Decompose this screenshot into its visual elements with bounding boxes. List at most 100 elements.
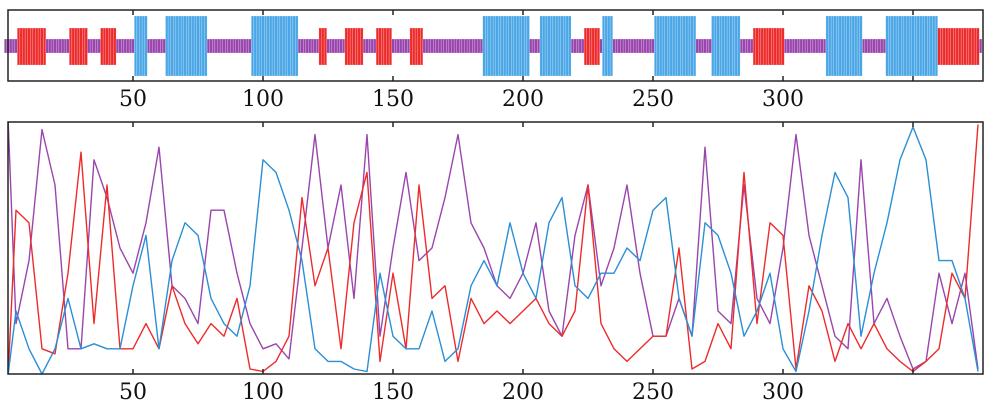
state-bar-red: [40, 27, 44, 66]
state-bar-red: [765, 27, 769, 66]
state-bar-purple: [440, 38, 444, 54]
state-bar-purple: [48, 38, 52, 54]
state-bar-purple: [633, 38, 637, 54]
state-bar-red: [323, 27, 327, 66]
state-bar-red: [357, 27, 361, 66]
state-bar-purple: [326, 38, 330, 54]
state-bar-purple: [58, 38, 62, 54]
state-bar-purple: [537, 38, 541, 54]
state-bar-red: [414, 27, 418, 66]
state-bar-purple: [622, 38, 626, 54]
state-bar-blue: [656, 15, 660, 77]
state-bar-blue: [724, 15, 728, 77]
state-panel-x-tick-label: 300: [762, 87, 804, 112]
state-bar-red: [942, 27, 946, 66]
state-bar-purple: [794, 38, 798, 54]
state-bar-blue: [888, 15, 892, 77]
state-bar-purple: [802, 38, 806, 54]
state-bar-blue: [253, 15, 257, 77]
state-bar-blue: [682, 15, 686, 77]
state-bar-purple: [149, 38, 153, 54]
state-bar-purple: [864, 38, 868, 54]
state-bar-blue: [690, 15, 694, 77]
state-bar-purple: [817, 38, 821, 54]
probability-panel-x-tick-label: 150: [372, 380, 414, 405]
state-bar-blue: [165, 15, 169, 77]
state-bar-blue: [919, 15, 923, 77]
state-bar-blue: [144, 15, 148, 77]
state-bar-purple: [362, 38, 366, 54]
state-bar-blue: [833, 15, 837, 77]
state-bar-purple: [570, 38, 574, 54]
state-bar-red: [973, 27, 977, 66]
state-bar-blue: [661, 15, 665, 77]
state-bar-purple: [232, 38, 236, 54]
state-bar-red: [76, 27, 80, 66]
state-bar-purple: [430, 38, 434, 54]
state-bar-purple: [391, 38, 395, 54]
state-bar-red: [19, 27, 23, 66]
state-bar-blue: [498, 15, 502, 77]
state-bar-blue: [277, 15, 281, 77]
state-bar-purple: [4, 38, 8, 54]
state-bar-purple: [53, 38, 57, 54]
probability-panel: 50 100 150 200 250 300: [7, 121, 984, 405]
state-bar-purple: [401, 38, 405, 54]
state-bar-blue: [188, 15, 192, 77]
state-bar-blue: [521, 15, 525, 77]
state-bar-purple: [706, 38, 710, 54]
state-bar-purple: [882, 38, 886, 54]
state-bar-red: [958, 27, 962, 66]
state-bar-blue: [199, 15, 203, 77]
state-bar-red: [102, 27, 106, 66]
state-bar-red: [17, 27, 21, 66]
state-bar-red: [381, 27, 385, 66]
state-bar-purple: [810, 38, 814, 54]
probability-panel-x-tick-label: 300: [762, 380, 804, 405]
state-bar-blue: [885, 15, 889, 77]
state-bar-red: [594, 27, 598, 66]
state-bar-purple: [815, 38, 819, 54]
state-bar-purple: [573, 38, 577, 54]
state-bar-purple: [329, 38, 333, 54]
state-bar-red: [940, 27, 944, 66]
state-bar-purple: [804, 38, 808, 54]
state-bar-red: [74, 27, 78, 66]
state-bar-blue: [687, 15, 691, 77]
probability-panel-x-tick-label: 200: [502, 380, 544, 405]
state-bar-red: [360, 27, 364, 66]
state-bar-purple: [219, 38, 223, 54]
state-bar-blue: [921, 15, 925, 77]
state-bar-red: [950, 27, 954, 66]
state-bar-blue: [552, 15, 556, 77]
state-bar-blue: [732, 15, 736, 77]
state-bar-purple: [115, 38, 119, 54]
state-bar-red: [752, 27, 756, 66]
state-bar-purple: [339, 38, 343, 54]
state-bar-purple: [87, 38, 91, 54]
state-bar-purple: [404, 38, 408, 54]
state-bar-red: [69, 27, 73, 66]
state-bar-purple: [531, 38, 535, 54]
state-bar-blue: [911, 15, 915, 77]
state-bar-purple: [464, 38, 468, 54]
state-bar-red: [30, 27, 34, 66]
state-bar-purple: [479, 38, 483, 54]
state-bar-red: [963, 27, 967, 66]
state-bar-red: [388, 27, 392, 66]
state-bar-blue: [901, 15, 905, 77]
state-bar-purple: [872, 38, 876, 54]
state-bar-blue: [568, 15, 572, 77]
state-bar-purple: [742, 38, 746, 54]
state-bar-red: [947, 27, 951, 66]
state-bar-purple: [212, 38, 216, 54]
state-bar-blue: [659, 15, 663, 77]
state-bar-red: [37, 27, 41, 66]
state-bar-purple: [308, 38, 312, 54]
state-bar-blue: [565, 15, 569, 77]
state-bar-purple: [300, 38, 304, 54]
state-bar-blue: [828, 15, 832, 77]
state-bar-purple: [209, 38, 213, 54]
state-bar-blue: [482, 15, 486, 77]
state-bar-blue: [836, 15, 840, 77]
